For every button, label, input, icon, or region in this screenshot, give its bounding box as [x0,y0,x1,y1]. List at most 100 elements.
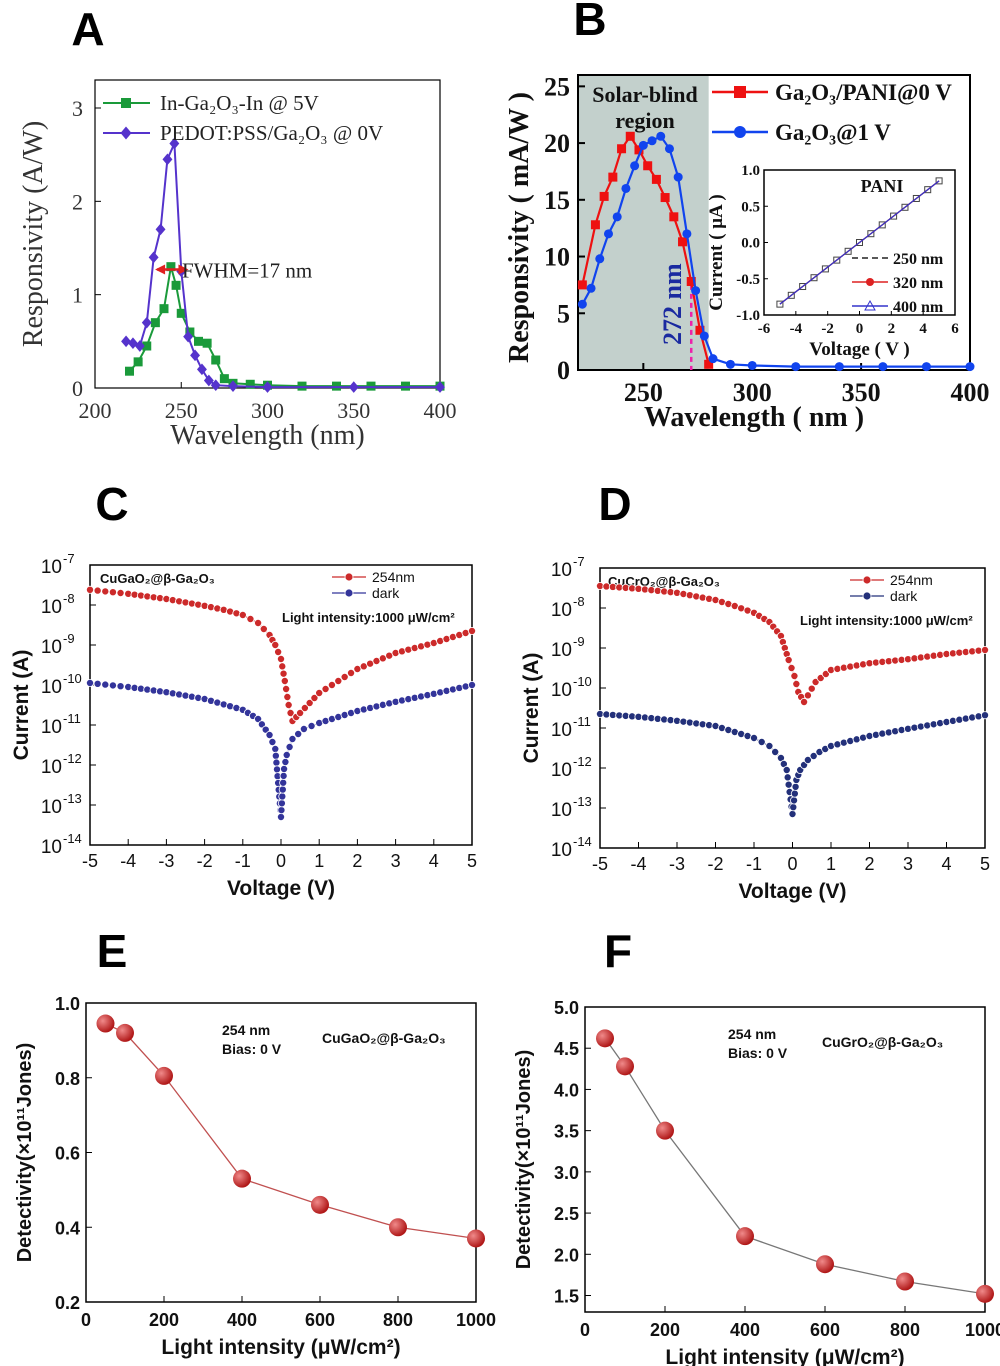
data-point [86,679,95,688]
data-point [586,283,596,293]
x-tick-label: 1 [826,854,836,874]
data-point [664,144,674,154]
data-point [682,229,692,239]
y-tick-exponent: -8 [573,594,585,609]
inset-legend-marker [864,299,876,311]
legend-marker [734,86,746,98]
data-point [197,363,207,376]
x-tick-label: 200 [79,398,112,423]
y-tick-label: 10 [551,800,572,821]
data-point [282,751,291,760]
data-point [211,355,221,365]
x-tick-label: 400 [730,1320,760,1340]
data-point [116,1023,134,1042]
y-tick-label: 10 [551,680,572,701]
data-point [590,220,600,230]
inset-point [878,221,886,229]
chart-title: CuCrO₂@β-Ga₂O₃ [608,574,720,589]
data-point [265,731,274,740]
y-tick-label: 3.5 [554,1122,579,1142]
data-point [185,327,195,337]
x-tick-label: -4 [120,851,136,871]
data-point [261,725,270,734]
y-tick-label: 10 [41,717,62,738]
data-point [159,304,169,314]
data-point [596,1029,614,1048]
data-point [284,701,293,710]
series-dark [86,679,476,822]
data-point [162,688,171,697]
x-tick-label: 250 [165,398,198,423]
y-tick-label: 15 [544,186,570,215]
chart-e: 0 200 400 600 800 1000 0.2 0.4 0.6 0.8 1.0 Light in… [14,994,496,1359]
data-point [259,625,268,634]
legend: In-Ga₂O₃-In @ 5V PEDOT:PSS/Ga₂O₃ @ 0V [103,91,383,145]
data-point [852,661,861,670]
data-point [790,672,799,681]
data-point [827,666,836,675]
x-tick-label: -2 [197,851,213,871]
x-tick-label: -3 [669,854,685,874]
legend-label: dark [372,585,400,601]
data-point [630,161,640,171]
legend-label: Ga₂O₃/PANI@0 V [775,80,952,106]
data-point [750,734,759,743]
inset-y-tick-label: 0.0 [741,236,760,252]
y-tick-label: 2.5 [554,1204,579,1224]
inset-series [779,180,940,305]
data-point [839,663,848,672]
data-point [276,813,285,822]
data-point [789,803,798,812]
data-point [311,1195,329,1214]
data-point [142,341,152,351]
data-point [334,677,343,686]
legend: Ga₂O₃/PANI@0 V Ga₂O₃@1 V [712,80,952,146]
data-point [816,1255,834,1274]
data-point [194,600,203,609]
region-label: region [615,108,674,133]
data-point [183,330,194,343]
x-tick-label: 2 [864,854,874,874]
data-point [616,1057,634,1076]
inset-point [844,247,852,255]
y-tick-label: 25 [544,72,570,101]
y-tick-label: 5.0 [554,998,579,1018]
y-axis-label: Responsivity ( mA/W ) [504,92,535,363]
data-point [692,592,701,601]
data-point [891,727,900,736]
data-point [348,381,359,393]
inset-chart: -6 -4 -2 0 2 4 6 -1.0 -0.5 0.0 0.5 1.0 Voltage ( V )… [706,163,959,360]
data-point [404,695,413,704]
data-point [176,308,186,318]
y-tick-label: 10 [41,557,62,578]
data-point [771,748,780,757]
data-point [656,1121,674,1140]
data-point [219,374,229,384]
data-point [262,381,273,393]
inset-title: PANI [861,176,904,196]
data-point [397,696,406,705]
data-point [765,742,774,751]
y-tick-exponent: -9 [63,631,75,646]
legend-marker [344,572,354,582]
data-point [233,1169,251,1188]
x-tick-label: -5 [592,854,608,874]
data-point [467,627,476,636]
series-254nm [86,585,476,726]
data-point [155,1066,173,1085]
x-tick-label: 5 [980,854,990,874]
inset-point [867,230,875,238]
data-point [704,359,714,369]
y-tick-exponent: -11 [573,714,591,729]
data-point [101,587,110,596]
inset-x-tick-label: -2 [821,321,834,337]
x-axis-label: Light intensity (μW/cm²) [665,1346,904,1366]
y-tick-label: 2 [72,189,83,214]
data-point [171,280,181,290]
legend-label: PEDOT:PSS/Ga₂O₃ @ 0V [160,121,383,145]
data-point [307,722,316,731]
x-tick-label: 350 [842,378,881,407]
y-tick-label: 0.6 [55,1144,80,1164]
data-point [803,691,812,700]
plot-frame [584,1006,986,1313]
